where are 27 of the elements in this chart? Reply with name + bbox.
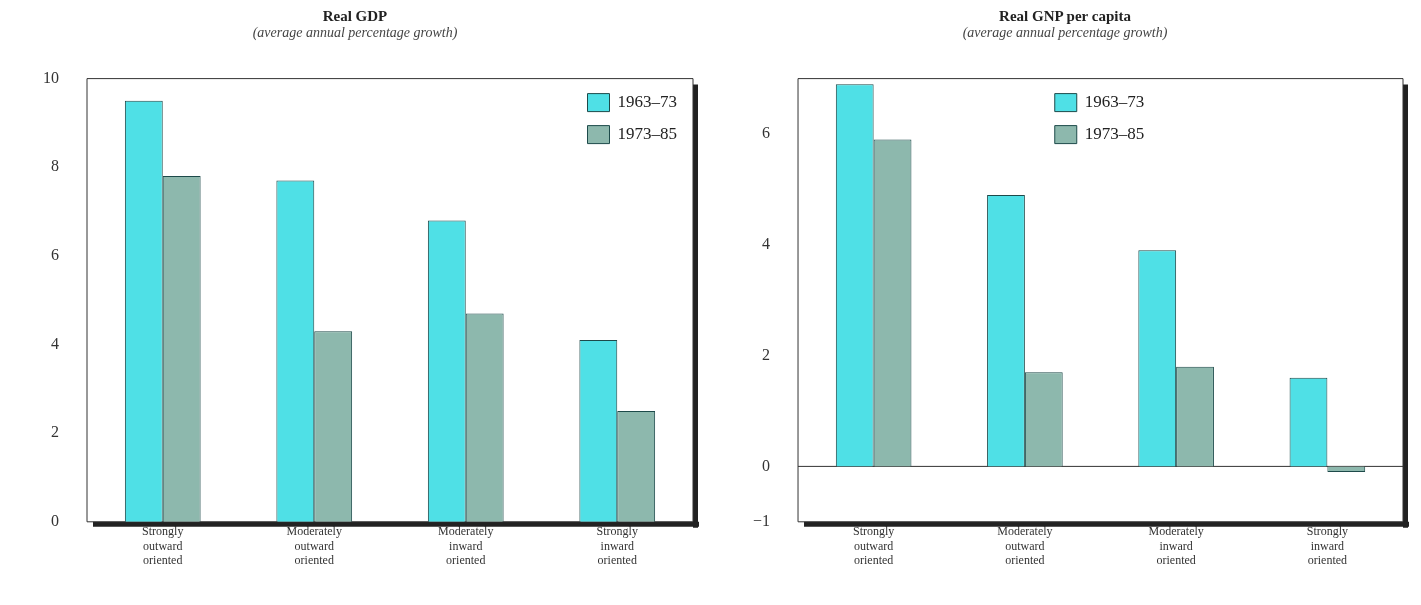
x-tick-label: Moderately outward oriented [286, 524, 342, 567]
y-tick-label: 0 [762, 456, 771, 474]
chart-subtitle: (average annual percentage growth) [962, 25, 1168, 41]
x-tick-label: Strongly inward oriented [596, 524, 638, 567]
y-tick-label: 8 [51, 157, 59, 175]
y-tick-label: 6 [51, 246, 59, 264]
x-tick-label: Moderately inward oriented [438, 524, 494, 567]
y-tick-label: −1 [752, 512, 771, 529]
chart-title: Real GDP [322, 8, 388, 25]
x-tick-label: Moderately inward oriented [1148, 524, 1204, 567]
y-tick-label: 10 [43, 68, 59, 86]
legend-label: 1973–85 [617, 124, 677, 144]
x-tick-label: Strongly inward oriented [1306, 524, 1349, 567]
y-tick-label: 6 [762, 124, 771, 142]
y-tick-label: 4 [762, 235, 771, 252]
y-tick-label: 2 [51, 423, 59, 441]
chart-title: Real GNP per capita [999, 8, 1131, 25]
y-tick-label: 4 [51, 334, 59, 352]
y-tick-label: 2 [762, 345, 771, 363]
y-tick-label: 0 [51, 512, 59, 529]
x-tick-label: Strongly outward oriented [852, 524, 895, 567]
x-tick-label: Strongly outward oriented [142, 524, 184, 567]
x-tick-label: Moderately outward oriented [997, 524, 1053, 567]
legend-label: 1963–73 [1084, 92, 1145, 112]
legend-label: 1963–73 [617, 92, 677, 112]
chart-subtitle: (average annual percentage growth) [252, 25, 458, 41]
legend-label: 1973–85 [1084, 124, 1145, 144]
